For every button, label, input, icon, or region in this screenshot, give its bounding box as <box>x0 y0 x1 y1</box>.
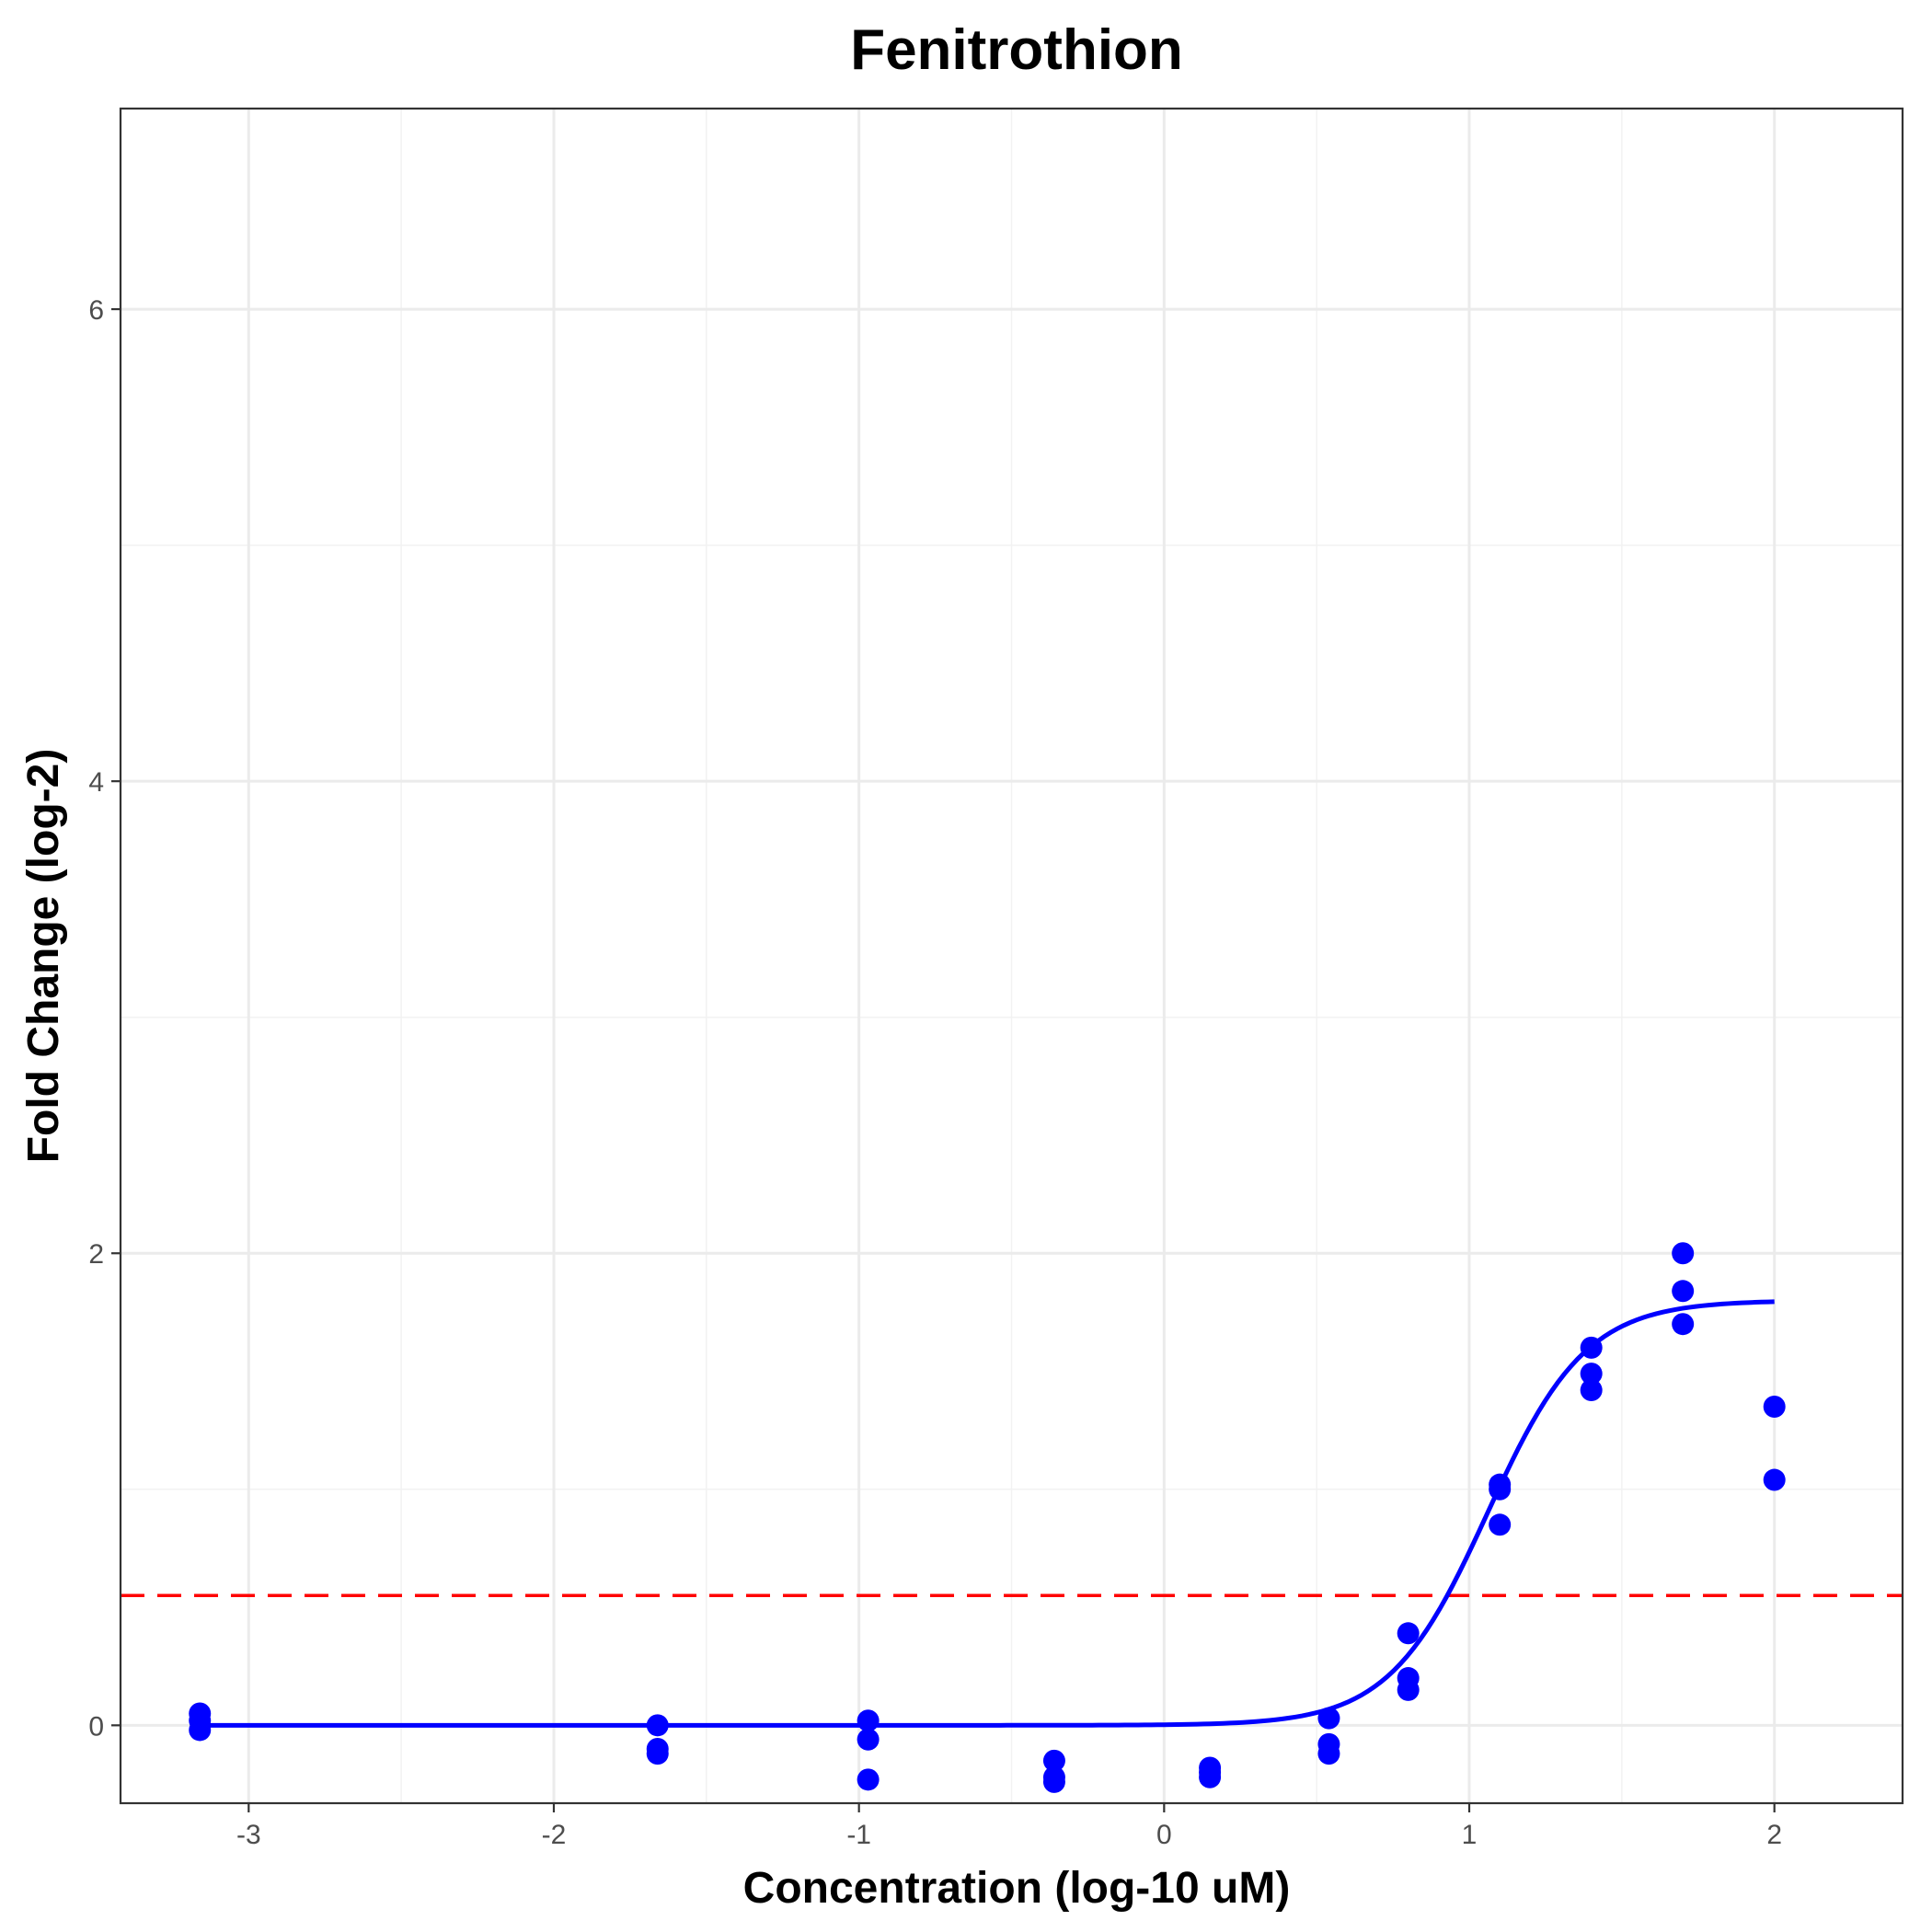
data-point <box>1672 1313 1695 1336</box>
data-point <box>857 1728 880 1751</box>
data-point <box>1317 1707 1340 1730</box>
data-point <box>1763 1468 1786 1491</box>
x-axis: -3 -2 -1 0 1 2 <box>236 1803 1782 1850</box>
data-point <box>1672 1242 1695 1265</box>
data-point <box>1199 1765 1222 1788</box>
data-point <box>1317 1742 1340 1765</box>
data-point <box>1489 1513 1512 1536</box>
data-point <box>1489 1478 1512 1501</box>
x-tick-label: -3 <box>236 1820 261 1850</box>
x-tick-label: 0 <box>1156 1820 1172 1850</box>
x-tick-label: 1 <box>1462 1820 1478 1850</box>
y-tick-label: 6 <box>88 295 104 326</box>
fit-curve <box>200 1299 1775 1728</box>
major-gridlines <box>121 109 1903 1803</box>
data-point <box>1580 1363 1603 1386</box>
x-tick-label: -1 <box>846 1820 871 1850</box>
panel-border <box>119 107 1904 1805</box>
plot-panel <box>119 107 1904 1805</box>
data-point <box>857 1709 880 1732</box>
fit-curve-layer <box>200 1299 1775 1728</box>
y-tick-label: 4 <box>88 767 104 798</box>
data-point <box>646 1714 669 1737</box>
y-tick-label: 0 <box>88 1711 104 1742</box>
data-point <box>646 1742 669 1765</box>
x-tick-label: -2 <box>542 1820 567 1850</box>
data-point <box>1580 1336 1603 1359</box>
data-point <box>1763 1396 1786 1419</box>
y-tick-label: 2 <box>88 1239 104 1270</box>
data-point <box>189 1719 212 1742</box>
data-point <box>1580 1379 1603 1402</box>
x-axis-title: Concentration (log-10 uM) <box>743 1864 1291 1913</box>
minor-gridlines <box>121 109 1903 1803</box>
data-point <box>1397 1678 1420 1701</box>
chart-title: Fenitrothion <box>850 18 1183 82</box>
data-points <box>189 1242 1786 1793</box>
data-point <box>1042 1770 1065 1793</box>
y-axis: 0 2 4 6 <box>88 295 121 1742</box>
x-tick-label: 2 <box>1766 1820 1782 1850</box>
data-point <box>1397 1622 1420 1645</box>
data-point <box>1042 1749 1065 1772</box>
y-axis-title: Fold Change (log-2) <box>19 749 68 1164</box>
data-point <box>857 1768 880 1791</box>
data-point <box>1672 1280 1695 1303</box>
